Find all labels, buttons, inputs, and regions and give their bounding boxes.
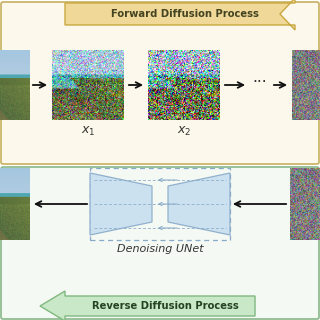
Polygon shape — [90, 173, 152, 235]
Text: Forward Diffusion Process: Forward Diffusion Process — [111, 9, 259, 19]
FancyBboxPatch shape — [1, 2, 319, 164]
Text: Reverse Diffusion Process: Reverse Diffusion Process — [92, 301, 238, 311]
Polygon shape — [168, 173, 230, 235]
Text: ···: ··· — [253, 76, 267, 91]
Polygon shape — [65, 0, 295, 30]
Bar — [90, 168, 230, 240]
Text: $x_1$: $x_1$ — [81, 125, 95, 138]
Polygon shape — [40, 291, 255, 320]
Text: $x_2$: $x_2$ — [177, 125, 191, 138]
FancyBboxPatch shape — [1, 167, 319, 319]
Text: Denoising UNet: Denoising UNet — [117, 244, 203, 254]
